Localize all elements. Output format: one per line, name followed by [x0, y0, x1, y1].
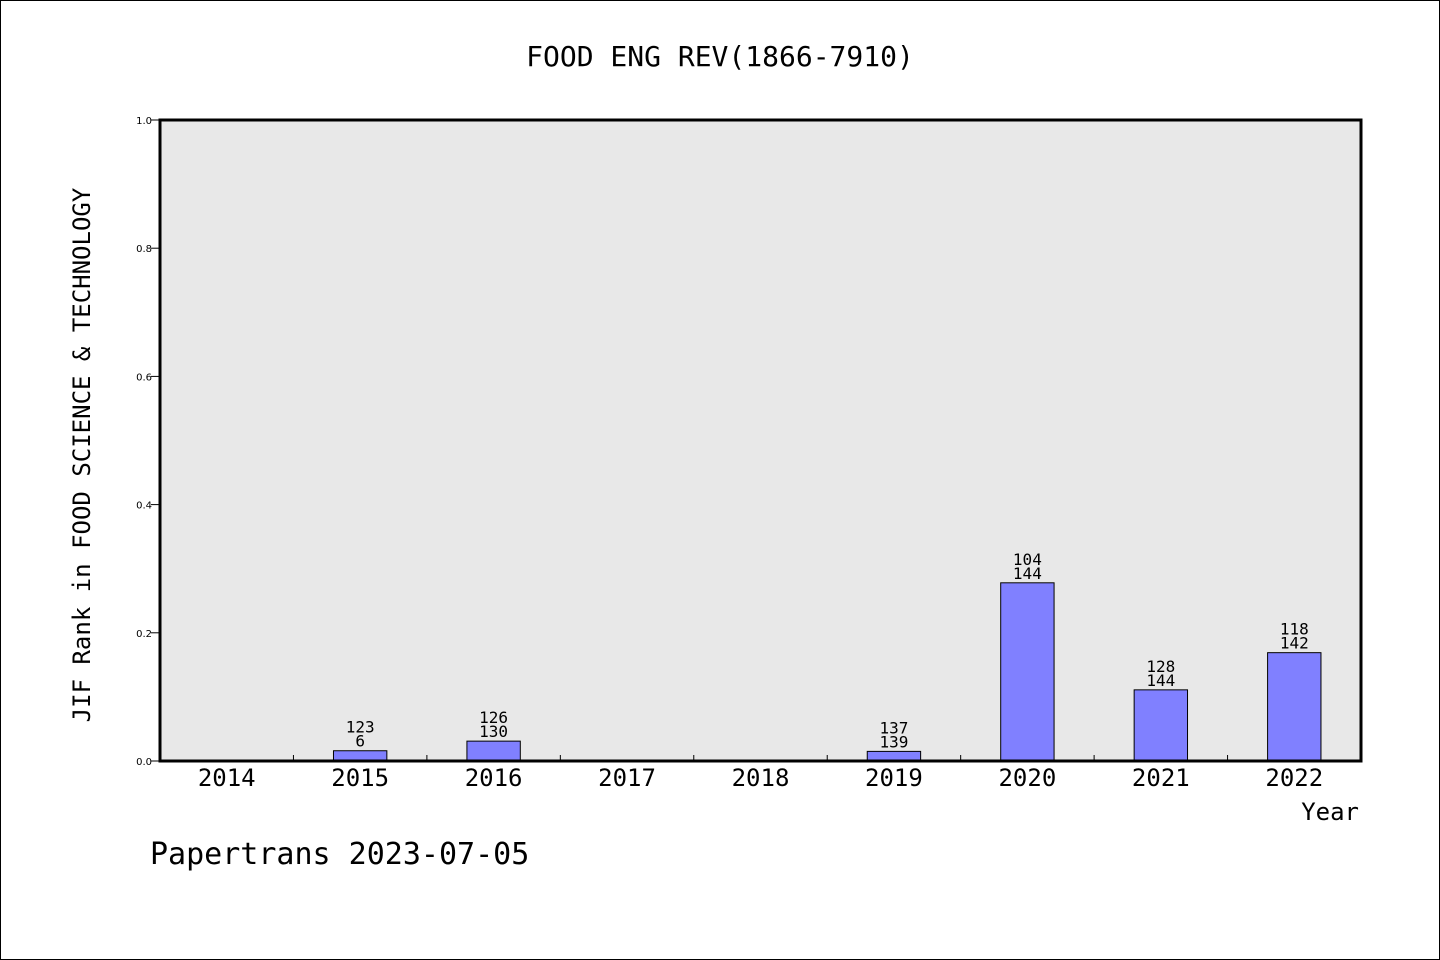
y-tick-label: 1.0 — [136, 116, 152, 127]
bar-label-total: 144 — [1146, 671, 1175, 690]
bar-label-rank: 118 — [1280, 620, 1309, 639]
bar-label-total: 130 — [479, 722, 508, 741]
x-tick-label: 2020 — [998, 764, 1056, 792]
bar — [332, 750, 388, 762]
y-tick-label: 0.6 — [136, 372, 152, 383]
bar — [1000, 582, 1055, 762]
y-axis: 0.0 0.2 0.4 0.6 0.8 1.0 — [136, 116, 160, 768]
bar-label-total: 144 — [1013, 564, 1042, 583]
x-tick-label: 2019 — [865, 764, 923, 792]
x-tick-label: 2016 — [465, 764, 523, 792]
x-tick-label: 2022 — [1265, 764, 1323, 792]
x-tick-label: 2014 — [198, 764, 256, 792]
x-axis-label: Year — [1301, 798, 1359, 826]
x-tick-label: 2017 — [598, 764, 656, 792]
bar-label-rank: 104 — [1013, 550, 1042, 569]
bar — [1267, 652, 1322, 762]
x-axis: 2014 2015 2016 2017 2018 2019 2020 2021 2022 — [198, 755, 1323, 792]
y-tick-label: 0.2 — [136, 629, 152, 640]
x-tick-label: 2015 — [331, 764, 389, 792]
bar-label-rank: 126 — [479, 708, 508, 727]
plot-area — [160, 120, 1361, 761]
y-tick-label: 0.4 — [136, 501, 152, 512]
bar-label-rank: 128 — [1146, 657, 1175, 676]
bar — [1133, 689, 1189, 762]
bar — [466, 740, 521, 762]
plot-border — [158, 118, 1363, 763]
bar-label-rank: 123 — [346, 718, 375, 737]
bar-label-rank: 137 — [879, 718, 908, 737]
bar-label-total: 142 — [1280, 634, 1309, 653]
watermark-text: Papertrans 2023-07-05 — [150, 837, 529, 872]
y-axis-label: JIF Rank in FOOD SCIENCE & TECHNOLOGY — [68, 187, 96, 722]
x-tick-label: 2018 — [732, 764, 790, 792]
chart-title: FOOD ENG REV(1866-7910) — [526, 40, 914, 73]
bar-label-total: 139 — [879, 732, 908, 751]
y-tick-label: 0.8 — [136, 244, 152, 255]
y-tick-label: 0.0 — [136, 757, 152, 768]
bar-label-total: 6 — [355, 732, 365, 751]
x-tick-label: 2021 — [1132, 764, 1190, 792]
